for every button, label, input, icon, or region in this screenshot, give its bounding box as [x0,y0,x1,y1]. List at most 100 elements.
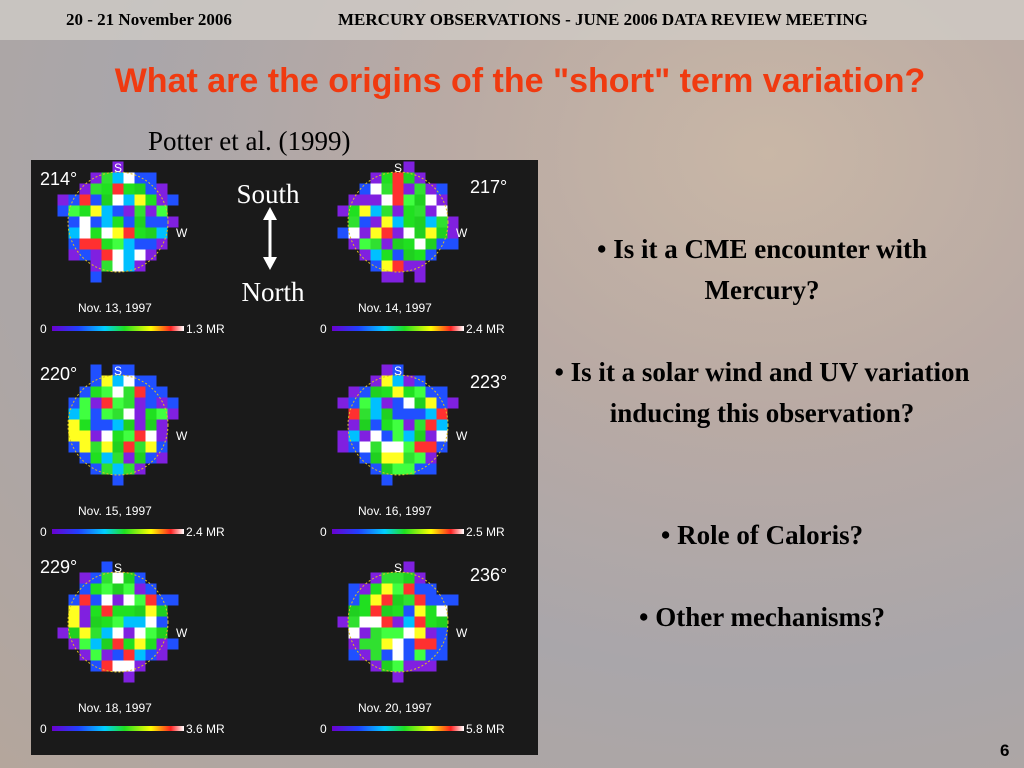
pixel [79,572,91,584]
pixel [90,638,102,650]
pixel [381,419,393,431]
pixel [425,183,437,195]
pixel [348,649,360,661]
pixel [370,616,382,628]
pixel [425,397,437,409]
pixel [101,238,113,250]
pixel [392,408,404,420]
pixel [403,205,415,217]
pixel [145,194,157,206]
pixel [414,375,426,387]
south-label: S [114,364,122,378]
pixel [381,397,393,409]
pixel [403,397,415,409]
pixel [392,671,404,683]
pixel [101,227,113,239]
pixel [403,463,415,475]
pixel [68,216,80,228]
pixel [370,430,382,442]
pixel [68,627,80,639]
pixel [101,249,113,261]
pixel [392,216,404,228]
pixel [414,463,426,475]
pixel [370,463,382,475]
pixel [145,216,157,228]
pixel [145,441,157,453]
pixel [436,638,448,650]
pixel [79,616,91,628]
pixel [425,583,437,595]
pixel [403,561,415,573]
pixel [447,238,459,250]
pixel [381,227,393,239]
pixel [123,452,135,464]
pixel [370,583,382,595]
pixel [112,627,124,639]
pixel [123,627,135,639]
pixel [123,238,135,250]
pixel [145,205,157,217]
pixel [79,583,91,595]
pixel [381,452,393,464]
pixel [134,194,146,206]
pixel [68,205,80,217]
page-number: 6 [1000,741,1010,760]
pixel [79,649,91,661]
pixel [123,671,135,683]
pixel [381,249,393,261]
pixel [425,227,437,239]
pixel [403,260,415,272]
pixel [123,249,135,261]
pixel [134,172,146,184]
pixel [436,238,448,250]
pixel [79,408,91,420]
south-label: S [394,561,402,575]
pixel [145,408,157,420]
west-label: W [176,626,188,640]
pixel [101,183,113,195]
south-label: S [394,364,402,378]
pixel [90,271,102,283]
pixel [436,649,448,661]
pixel [112,441,124,453]
pixel [134,249,146,261]
pixel [90,216,102,228]
pixel [68,227,80,239]
pixel [90,249,102,261]
pixel [112,375,124,387]
pixel [68,249,80,261]
pixel [436,216,448,228]
header-date: 20 - 21 November 2006 [66,10,232,29]
pixel [156,616,168,628]
pixel [90,572,102,584]
pixel [392,452,404,464]
pixel [403,216,415,228]
pixel [101,375,113,387]
pixel [112,249,124,261]
pixel [403,172,415,184]
pixel [414,205,426,217]
pixel [414,452,426,464]
south-label: S [114,561,122,575]
color-bar [332,326,464,331]
pixel [425,194,437,206]
pixel [414,583,426,595]
pixel [134,463,146,475]
pixel [337,227,349,239]
pixel [145,583,157,595]
pixel [123,386,135,398]
scale-max: 3.6 MR [186,722,225,736]
south-label: S [394,161,402,175]
pixel [134,452,146,464]
pixel [414,249,426,261]
scale-max: 2.4 MR [466,322,505,336]
pixel [447,397,459,409]
pixel [112,397,124,409]
pixel [381,172,393,184]
pixel [156,227,168,239]
pixel [101,408,113,420]
pixel [101,463,113,475]
pixel [381,375,393,387]
pixel [348,430,360,442]
pixel [447,594,459,606]
